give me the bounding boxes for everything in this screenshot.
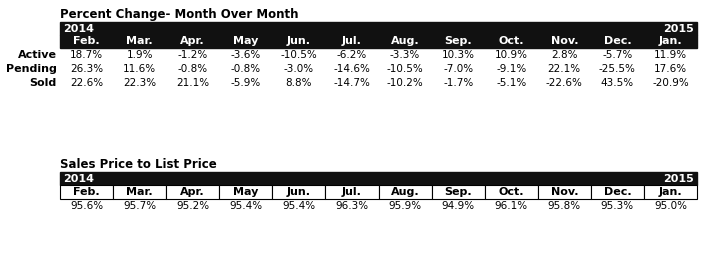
- Text: 10.3%: 10.3%: [442, 50, 475, 60]
- Text: Mar.: Mar.: [126, 36, 153, 47]
- Bar: [325, 185, 379, 199]
- Text: Mar.: Mar.: [126, 187, 153, 197]
- Text: Aug.: Aug.: [390, 187, 419, 197]
- Text: 10.9%: 10.9%: [495, 50, 528, 60]
- Text: Jan.: Jan.: [659, 36, 682, 47]
- Text: -3.6%: -3.6%: [231, 50, 261, 60]
- Bar: [644, 185, 697, 199]
- Text: 22.3%: 22.3%: [123, 78, 156, 88]
- Text: Sep.: Sep.: [444, 187, 472, 197]
- Text: -3.3%: -3.3%: [390, 50, 420, 60]
- Text: Jul.: Jul.: [342, 187, 362, 197]
- Bar: [60, 35, 697, 48]
- Text: -1.7%: -1.7%: [443, 78, 473, 88]
- Text: -3.0%: -3.0%: [284, 64, 314, 74]
- Text: 96.1%: 96.1%: [495, 201, 528, 211]
- Text: 43.5%: 43.5%: [601, 78, 634, 88]
- Text: -14.6%: -14.6%: [334, 64, 370, 74]
- Text: Nov.: Nov.: [550, 187, 578, 197]
- Text: -0.8%: -0.8%: [177, 64, 207, 74]
- Bar: [591, 185, 644, 199]
- Text: -25.5%: -25.5%: [599, 64, 636, 74]
- Text: 2014: 2014: [63, 173, 94, 183]
- Text: Jun.: Jun.: [287, 187, 311, 197]
- Text: -6.2%: -6.2%: [337, 50, 367, 60]
- Bar: [272, 185, 325, 199]
- Bar: [113, 185, 166, 199]
- Text: Sep.: Sep.: [444, 36, 472, 47]
- Bar: [432, 185, 484, 199]
- Text: 95.8%: 95.8%: [547, 201, 581, 211]
- Text: Percent Change- Month Over Month: Percent Change- Month Over Month: [60, 8, 299, 21]
- Text: -7.0%: -7.0%: [443, 64, 473, 74]
- Bar: [166, 185, 219, 199]
- Text: Oct.: Oct.: [498, 187, 524, 197]
- Text: Dec.: Dec.: [604, 187, 631, 197]
- Text: 2015: 2015: [663, 23, 694, 33]
- Bar: [538, 185, 591, 199]
- Text: Dec.: Dec.: [604, 36, 631, 47]
- Text: Apr.: Apr.: [180, 187, 205, 197]
- Text: 95.3%: 95.3%: [601, 201, 634, 211]
- Text: Feb.: Feb.: [73, 187, 100, 197]
- Text: Aug.: Aug.: [390, 36, 419, 47]
- Bar: [60, 185, 113, 199]
- Text: 18.7%: 18.7%: [70, 50, 103, 60]
- Text: 95.9%: 95.9%: [388, 201, 421, 211]
- Text: 1.9%: 1.9%: [126, 50, 153, 60]
- Text: 95.6%: 95.6%: [70, 201, 103, 211]
- Text: May: May: [233, 187, 259, 197]
- Text: Sales Price to List Price: Sales Price to List Price: [60, 158, 217, 171]
- Text: -20.9%: -20.9%: [652, 78, 689, 88]
- Bar: [60, 22, 697, 35]
- Text: Jun.: Jun.: [287, 36, 311, 47]
- Text: 21.1%: 21.1%: [176, 78, 210, 88]
- Text: -1.2%: -1.2%: [177, 50, 207, 60]
- Bar: [60, 172, 697, 185]
- Text: 2014: 2014: [63, 23, 94, 33]
- Text: 95.0%: 95.0%: [654, 201, 687, 211]
- Text: 17.6%: 17.6%: [654, 64, 687, 74]
- Text: Jul.: Jul.: [342, 36, 362, 47]
- Text: 2.8%: 2.8%: [551, 50, 578, 60]
- Bar: [379, 185, 432, 199]
- Text: 11.9%: 11.9%: [654, 50, 687, 60]
- Text: -10.5%: -10.5%: [280, 50, 318, 60]
- Text: Active: Active: [18, 50, 57, 60]
- Text: -5.7%: -5.7%: [602, 50, 632, 60]
- Text: Nov.: Nov.: [550, 36, 578, 47]
- Text: May: May: [233, 36, 259, 47]
- Text: 95.4%: 95.4%: [283, 201, 315, 211]
- Text: -5.9%: -5.9%: [231, 78, 261, 88]
- Text: 94.9%: 94.9%: [442, 201, 475, 211]
- Text: 95.4%: 95.4%: [229, 201, 262, 211]
- Bar: [219, 185, 272, 199]
- Text: 8.8%: 8.8%: [285, 78, 312, 88]
- Text: 26.3%: 26.3%: [70, 64, 103, 74]
- Text: -5.1%: -5.1%: [496, 78, 526, 88]
- Text: 11.6%: 11.6%: [123, 64, 156, 74]
- Text: Oct.: Oct.: [498, 36, 524, 47]
- Text: 95.2%: 95.2%: [176, 201, 210, 211]
- Text: 2015: 2015: [663, 173, 694, 183]
- Bar: [484, 185, 538, 199]
- Text: Apr.: Apr.: [180, 36, 205, 47]
- Text: 22.1%: 22.1%: [547, 64, 581, 74]
- Text: Feb.: Feb.: [73, 36, 100, 47]
- Text: 96.3%: 96.3%: [335, 201, 369, 211]
- Text: -22.6%: -22.6%: [546, 78, 583, 88]
- Text: Jan.: Jan.: [659, 187, 682, 197]
- Text: Sold: Sold: [29, 78, 57, 88]
- Text: -10.5%: -10.5%: [387, 64, 423, 74]
- Text: 95.7%: 95.7%: [123, 201, 156, 211]
- Text: 22.6%: 22.6%: [70, 78, 103, 88]
- Text: -14.7%: -14.7%: [334, 78, 370, 88]
- Text: -10.2%: -10.2%: [387, 78, 423, 88]
- Text: -9.1%: -9.1%: [496, 64, 526, 74]
- Text: Pending: Pending: [6, 64, 57, 74]
- Text: -0.8%: -0.8%: [231, 64, 261, 74]
